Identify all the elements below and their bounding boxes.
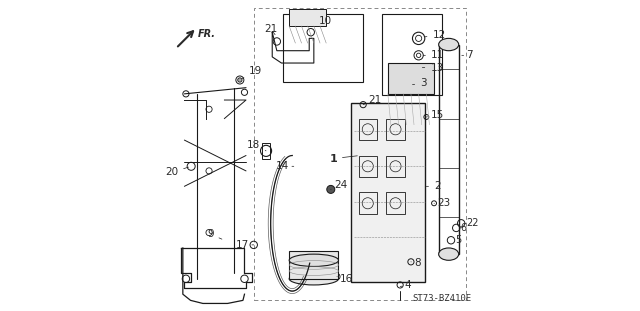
Text: 13: 13 (422, 63, 444, 73)
Text: 16: 16 (337, 274, 353, 284)
Text: 1: 1 (329, 154, 357, 164)
Bar (415, 63, 422, 72)
Bar (358, 118, 377, 140)
Bar (283, 14, 363, 81)
Text: 2: 2 (426, 181, 441, 191)
Bar (262, 143, 270, 159)
Bar (253, 7, 467, 300)
Ellipse shape (438, 38, 459, 51)
Text: 23: 23 (434, 198, 451, 208)
Text: 20: 20 (165, 167, 189, 178)
Ellipse shape (289, 273, 339, 285)
Text: 8: 8 (411, 258, 420, 268)
Bar (358, 156, 377, 177)
Bar (289, 251, 339, 279)
Text: 6: 6 (461, 223, 467, 233)
Bar (388, 63, 434, 94)
Bar (387, 118, 404, 140)
Bar (438, 44, 459, 254)
Bar (381, 14, 442, 95)
Bar (289, 9, 326, 26)
Text: 15: 15 (426, 110, 444, 120)
Text: 14: 14 (276, 161, 294, 171)
Text: 19: 19 (243, 66, 262, 79)
Circle shape (237, 78, 242, 82)
Text: 11: 11 (423, 50, 444, 60)
Text: 5: 5 (456, 235, 462, 245)
Text: 3: 3 (412, 78, 427, 88)
Text: 9: 9 (207, 229, 222, 239)
Text: 7: 7 (462, 50, 473, 60)
Text: 21: 21 (264, 24, 277, 35)
Bar (351, 103, 425, 282)
Text: 21: 21 (363, 95, 381, 105)
Text: 10: 10 (319, 16, 332, 26)
Text: 18: 18 (246, 140, 266, 151)
Text: ST73-BZ410E: ST73-BZ410E (412, 295, 471, 304)
Bar (387, 156, 404, 177)
Text: 4: 4 (400, 280, 412, 290)
Text: 22: 22 (466, 218, 478, 228)
Ellipse shape (289, 254, 339, 267)
Text: 24: 24 (331, 180, 347, 190)
Circle shape (327, 185, 335, 193)
Bar (387, 193, 404, 214)
Bar (358, 193, 377, 214)
Text: 17: 17 (236, 240, 253, 250)
Text: FR.: FR. (198, 29, 216, 39)
Text: 12: 12 (425, 30, 445, 40)
Ellipse shape (438, 248, 459, 260)
